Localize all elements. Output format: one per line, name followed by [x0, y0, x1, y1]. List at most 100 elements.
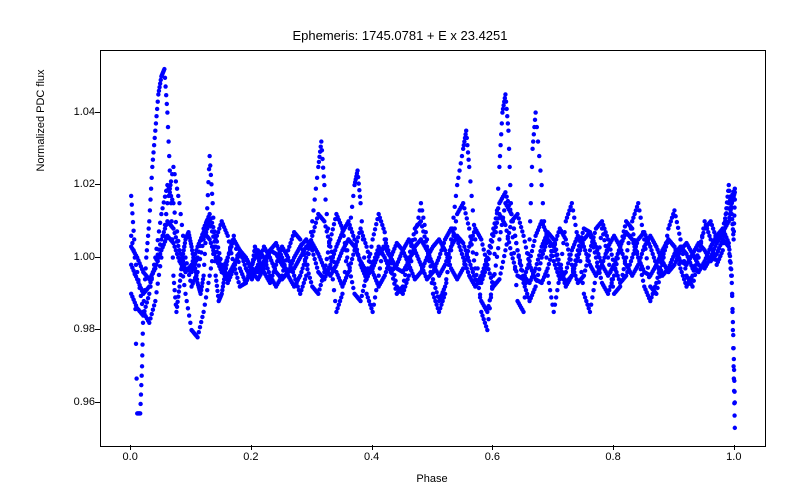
- data-point: [595, 260, 599, 264]
- data-point: [175, 229, 179, 233]
- data-point: [620, 234, 624, 238]
- data-point: [527, 237, 531, 241]
- data-point: [358, 194, 362, 198]
- data-point: [416, 216, 420, 220]
- data-point: [154, 121, 158, 125]
- data-point: [693, 263, 697, 267]
- data-point: [366, 266, 370, 270]
- data-point: [129, 194, 133, 198]
- data-point: [348, 268, 352, 272]
- data-point: [504, 107, 508, 111]
- data-point: [451, 216, 455, 220]
- data-point: [475, 279, 479, 283]
- data-point: [504, 100, 508, 104]
- data-point: [139, 392, 143, 396]
- data-point: [130, 211, 134, 215]
- data-point: [216, 245, 220, 249]
- data-point: [333, 299, 337, 303]
- data-point: [454, 194, 458, 198]
- data-point: [308, 276, 312, 280]
- data-point: [326, 250, 330, 254]
- data-point: [134, 376, 138, 380]
- data-point: [646, 266, 650, 270]
- data-point: [528, 219, 532, 223]
- data-point: [509, 212, 513, 216]
- data-point: [448, 255, 452, 259]
- data-point: [479, 237, 483, 241]
- data-point: [426, 251, 430, 255]
- data-point: [174, 179, 178, 183]
- data-point: [510, 219, 514, 223]
- data-point: [383, 230, 387, 234]
- data-point: [315, 266, 319, 270]
- x-tick-mark: [734, 445, 735, 450]
- data-point: [495, 255, 499, 259]
- y-tick-label: 1.04: [55, 106, 95, 118]
- data-point: [151, 150, 155, 154]
- data-point: [529, 254, 533, 258]
- data-point: [445, 270, 449, 274]
- data-point: [181, 274, 185, 278]
- data-point: [323, 197, 327, 201]
- data-point: [488, 251, 492, 255]
- data-point: [358, 201, 362, 205]
- data-point: [555, 258, 559, 262]
- data-point: [350, 280, 354, 284]
- data-point: [374, 222, 378, 226]
- data-point: [392, 281, 396, 285]
- data-point: [514, 283, 518, 287]
- data-point: [319, 283, 323, 287]
- data-point: [573, 258, 577, 262]
- data-point: [612, 273, 616, 277]
- data-point: [675, 253, 679, 257]
- data-point: [593, 250, 597, 254]
- data-point: [357, 181, 361, 185]
- data-point: [172, 288, 176, 292]
- data-point: [488, 271, 492, 275]
- data-point: [303, 258, 307, 262]
- data-point: [180, 266, 184, 270]
- data-point: [163, 76, 167, 80]
- y-axis-label: Normalized PDC flux: [35, 0, 47, 318]
- data-point: [588, 310, 592, 314]
- data-point: [449, 248, 453, 252]
- data-point: [579, 235, 583, 239]
- data-point: [520, 229, 524, 233]
- data-point: [185, 299, 189, 303]
- data-point: [690, 284, 694, 288]
- data-point: [497, 237, 501, 241]
- data-point: [478, 292, 482, 296]
- data-point: [164, 212, 168, 216]
- data-point: [150, 165, 154, 169]
- data-point: [517, 216, 521, 220]
- data-point: [145, 248, 149, 252]
- data-point: [316, 165, 320, 169]
- data-point: [535, 262, 539, 266]
- data-point: [457, 168, 461, 172]
- data-point: [552, 310, 556, 314]
- data-point: [504, 229, 508, 233]
- data-point: [316, 292, 320, 296]
- data-point: [315, 176, 319, 180]
- data-point: [180, 223, 184, 227]
- data-point: [175, 187, 179, 191]
- data-point: [591, 245, 595, 249]
- data-point: [494, 225, 498, 229]
- data-point: [518, 261, 522, 265]
- data-point: [325, 229, 329, 233]
- data-point: [309, 280, 313, 284]
- data-point: [370, 237, 374, 241]
- data-point: [732, 401, 736, 405]
- data-point: [451, 234, 455, 238]
- x-tick-mark: [372, 445, 373, 450]
- data-point: [282, 263, 286, 267]
- data-point: [402, 279, 406, 283]
- data-point: [152, 143, 156, 147]
- data-point: [148, 197, 152, 201]
- data-point: [483, 252, 487, 256]
- data-point: [659, 260, 663, 264]
- data-point: [596, 266, 600, 270]
- data-point: [401, 284, 405, 288]
- data-point: [506, 121, 510, 125]
- x-tick-mark: [613, 445, 614, 450]
